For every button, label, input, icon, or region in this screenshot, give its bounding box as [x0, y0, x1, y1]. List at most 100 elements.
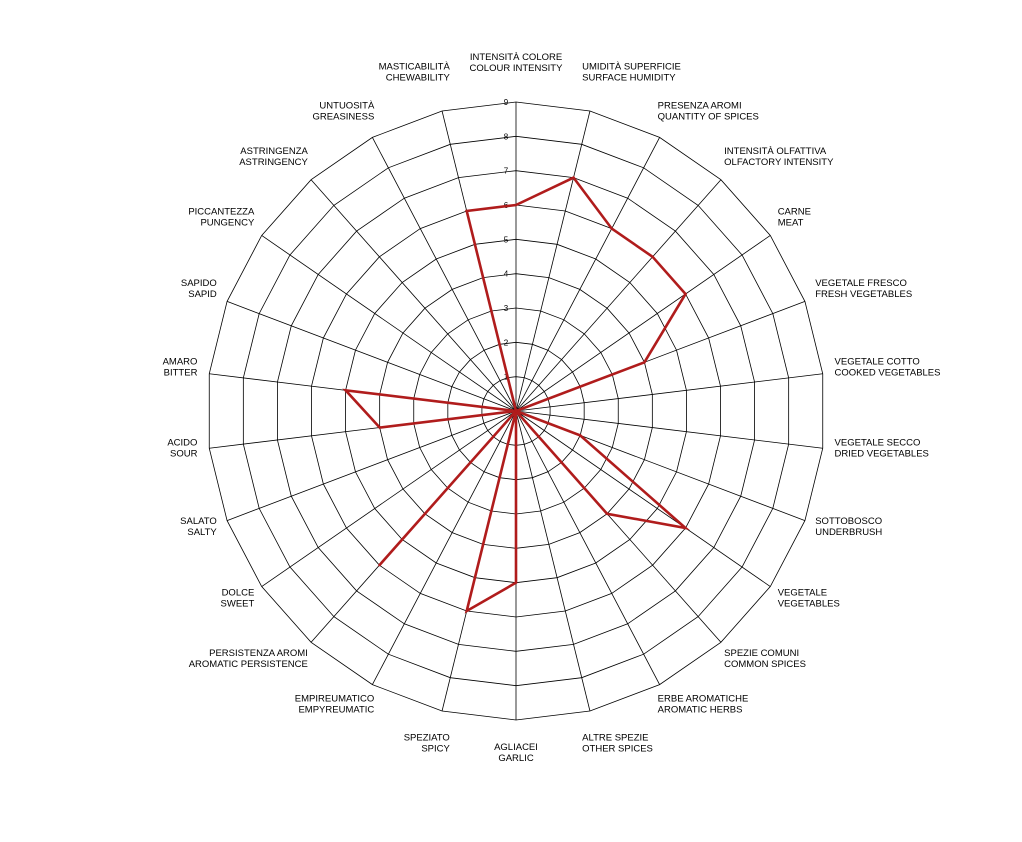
- axis-label-it: AGLIACEI: [494, 742, 538, 753]
- axis-spoke-17: [261, 410, 517, 587]
- axis-label-en: SALTY: [187, 527, 217, 538]
- axis-label-en: OLFACTORY INTENSITY: [724, 157, 834, 168]
- data-point-24: [514, 409, 518, 413]
- data-point-20: [344, 389, 347, 392]
- axis-label-en: COMMON SPICES: [724, 659, 806, 670]
- data-point-16: [378, 563, 381, 567]
- axis-label-it: SPEZIATO: [404, 732, 450, 743]
- data-point-5: [643, 361, 646, 364]
- axis-spoke-11: [515, 410, 660, 685]
- axis-label-it: SOTTOBOSCO: [815, 516, 882, 527]
- axis-label-en: CHEWABILITY: [386, 73, 451, 84]
- tick-label-2: 2: [504, 338, 509, 347]
- axis-label-en: GARLIC: [498, 753, 534, 764]
- axis-spoke-4: [515, 235, 771, 412]
- axis-spoke-2: [515, 137, 660, 412]
- axis-label-en: SWEET: [221, 598, 255, 609]
- axis-label-it: INTENSITÀ COLORE: [470, 52, 562, 63]
- axis-spoke-23: [310, 179, 517, 412]
- axis-label-en: AROMATIC HERBS: [658, 705, 743, 716]
- axis-label-it: INTENSITÀ OLFATTIVA: [724, 146, 827, 157]
- axis-label-en: PUNGENCY: [200, 218, 255, 229]
- axis-label-it: VEGETALE FRESCO: [815, 278, 907, 289]
- axis-label-it: VEGETALE SECCO: [835, 437, 921, 448]
- axis-label-en: UNDERBRUSH: [815, 527, 882, 538]
- axis-spoke-6: [515, 373, 823, 412]
- tick-label-3: 3: [504, 304, 509, 313]
- axis-label-it: VEGETALE COTTO: [835, 357, 920, 368]
- axis-label-it: ALTRE SPEZIE: [582, 732, 648, 743]
- axis-spoke-22: [261, 235, 517, 412]
- axis-label-en: AROMATIC PERSISTENCE: [189, 659, 308, 670]
- tick-label-9: 9: [504, 98, 509, 107]
- data-point-25: [465, 209, 468, 213]
- axis-label-en: VEGETABLES: [778, 598, 840, 609]
- axis-label-en: SAPID: [188, 289, 217, 300]
- data-point-8: [579, 434, 582, 437]
- axis-label-it: SALATO: [180, 516, 217, 527]
- axis-label-en: MEAT: [778, 218, 804, 229]
- axis-label-en: OTHER SPICES: [582, 743, 653, 754]
- axis-label-it: PRESENZA AROMI: [658, 100, 742, 111]
- axis-spoke-21: [226, 301, 517, 412]
- axis-spoke-3: [515, 179, 722, 412]
- radar-series: [342, 176, 690, 614]
- axis-label-it: CARNE: [778, 207, 811, 218]
- axis-spoke-1: [515, 110, 591, 412]
- axis-spoke-15: [372, 410, 517, 685]
- axis-spoke-12: [515, 410, 591, 712]
- data-point-4: [684, 292, 687, 296]
- axis-label-it: ACIDO: [167, 437, 197, 448]
- data-point-13: [514, 581, 518, 584]
- axis-label-en: EMPYREUMATIC: [298, 705, 374, 716]
- axis-label-it: PICCANTEZZA: [188, 207, 255, 218]
- data-point-10: [605, 512, 609, 515]
- tick-label-5: 5: [504, 235, 509, 244]
- series-line-0: [342, 176, 690, 614]
- axis-label-it: EMPIREUMATICO: [295, 694, 375, 705]
- tick-label-7: 7: [504, 167, 509, 176]
- axis-label-en: SOUR: [170, 448, 198, 459]
- axis-label-it: UMIDITÀ SUPERFICIE: [582, 62, 681, 73]
- axis-label-it: DOLCE: [222, 587, 255, 598]
- axis-label-en: BITTER: [164, 368, 198, 379]
- axis-spoke-9: [515, 410, 771, 587]
- axis-spoke-24: [372, 137, 517, 412]
- data-point-19: [378, 426, 381, 429]
- axis-label-en: COOKED VEGETABLES: [835, 368, 941, 379]
- radar-spokes: [209, 102, 823, 720]
- axis-spoke-7: [515, 410, 823, 449]
- axis-label-it: PERSISTENZA AROMI: [209, 648, 308, 659]
- axis-label-en: ASTRINGENCY: [239, 157, 308, 168]
- data-point-9: [684, 526, 687, 530]
- axis-label-en: QUANTITY OF SPICES: [658, 111, 759, 122]
- tick-label-4: 4: [504, 270, 509, 279]
- axis-label-it: SAPIDO: [181, 278, 217, 289]
- axis-label-en: COLOUR INTENSITY: [470, 63, 564, 74]
- data-point-3: [651, 255, 654, 259]
